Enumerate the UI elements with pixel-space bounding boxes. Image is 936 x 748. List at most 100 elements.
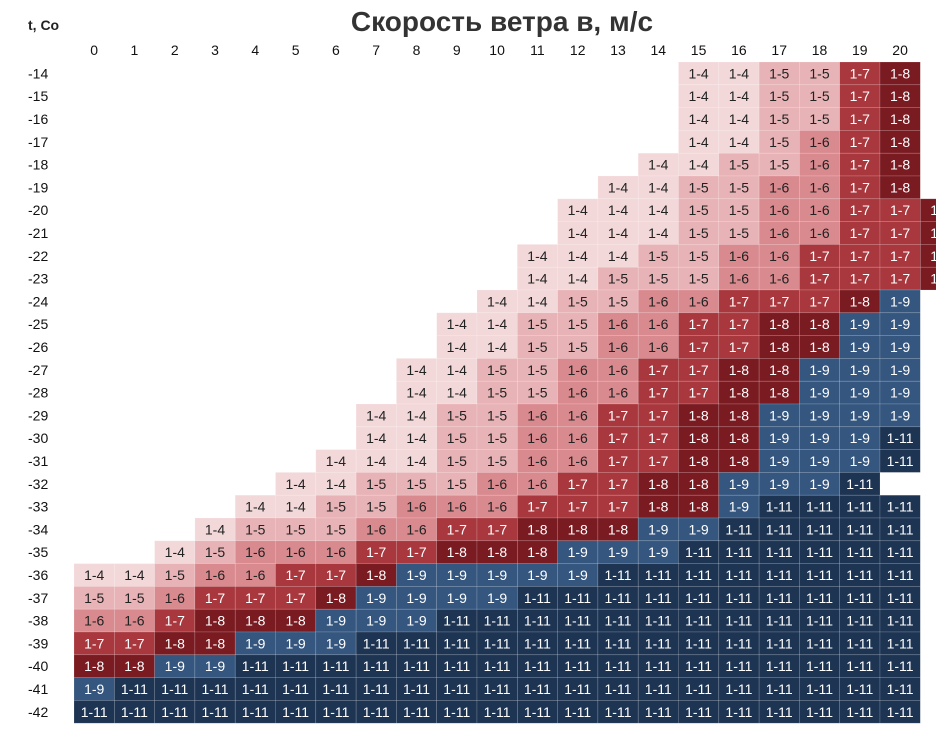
cell-label: 1-8 (205, 613, 225, 629)
cell-label: 1-8 (688, 453, 708, 469)
cell-label: 1-9 (406, 567, 426, 583)
cell-label: 1-5 (809, 111, 829, 127)
cell-label: 1-5 (769, 134, 789, 150)
cell-label: 1-11 (282, 658, 309, 674)
cell-label: 1-11 (605, 613, 632, 629)
cell-label: 1-9 (890, 362, 910, 378)
cell-label: 1-6 (406, 499, 426, 515)
cell-label: 1-8 (890, 157, 910, 173)
cell-label: 1-9 (850, 339, 870, 355)
y-tick-label: -30 (28, 430, 48, 446)
cell-label: 1-9 (769, 476, 789, 492)
cell-label: 1-11 (725, 704, 752, 720)
y-tick-label: -19 (28, 179, 48, 195)
cell-label: 1-11 (846, 658, 873, 674)
cell-label: 1-7 (890, 225, 910, 241)
cell-label: 1-5 (487, 453, 507, 469)
cell-label: 1-5 (568, 293, 588, 309)
cell-label: 1-5 (729, 225, 749, 241)
x-tick-label: 6 (332, 42, 340, 58)
cell-label: 1-5 (326, 521, 346, 537)
y-tick-label: -22 (28, 248, 48, 264)
cell-label: 1-11 (806, 704, 833, 720)
cell-label: 1-11 (524, 681, 551, 697)
cell-label: 1-4 (688, 157, 708, 173)
y-tick-label: -27 (28, 362, 48, 378)
cell-label: 1-5 (527, 339, 547, 355)
cell-label: 1-11 (524, 613, 551, 629)
cell-label: 1-8 (245, 613, 265, 629)
cell-label: 1-8 (769, 339, 789, 355)
cell-label: 1-8 (688, 407, 708, 423)
cell-label: 1-11 (202, 681, 229, 697)
cell-label: 1-5 (487, 362, 507, 378)
y-axis-tick-labels: -14 -15 -16 -17 -18 -19 -20 -21 -22 -23 -24 -25 -26 -… (28, 65, 48, 719)
cell-label: 1-8 (688, 476, 708, 492)
cell-label: 1-7 (688, 339, 708, 355)
cell-label: 1-5 (447, 430, 467, 446)
cell-label: 1-7 (850, 271, 870, 287)
cell-label: 1-5 (568, 316, 588, 332)
cell-label: 1-8 (769, 362, 789, 378)
cell-label: 1-4 (447, 339, 467, 355)
cell-label: 1-6 (487, 476, 507, 492)
corner-label: t, Co (28, 17, 59, 33)
cell-label: 1-7 (850, 202, 870, 218)
cell-label: 1-6 (608, 362, 628, 378)
cell-label: 1-11 (887, 635, 914, 651)
cell-label: 1-7 (890, 248, 910, 264)
cell-label: 1-9 (769, 407, 789, 423)
heatmap-cell (919, 266, 936, 291)
cell-label: 1-7 (850, 157, 870, 173)
y-tick-label: -17 (28, 134, 48, 150)
heatmap-cell (396, 472, 437, 496)
cell-label: 1-5 (648, 271, 668, 287)
cell-label: 1-7 (245, 590, 265, 606)
cell-label: 1-8 (729, 430, 749, 446)
heatmap-cell (557, 426, 599, 450)
cell-label: 1-7 (648, 430, 668, 446)
cell-label: 1-11 (605, 681, 632, 697)
cell-label: 1-5 (366, 476, 386, 492)
x-axis-tick-labels: 0 1 2 3 4 5 6 7 8 9 10 11 12 13 14 15 16 17 18 19 20 (90, 42, 908, 58)
cell-label: 1-8 (729, 362, 749, 378)
cell-label: 1-11 (121, 704, 148, 720)
heatmap-cell (758, 358, 800, 382)
cell-label: 1-8 (930, 202, 936, 218)
cell-label: 1-11 (806, 567, 833, 583)
heatmap-cell (758, 244, 800, 268)
heatmap-cell (919, 244, 936, 268)
cell-label: 1-4 (527, 271, 547, 287)
cell-label: 1-11 (645, 658, 672, 674)
y-tick-label: -41 (28, 681, 48, 697)
cell-label: 1-4 (568, 271, 588, 287)
heatmap-cell (557, 244, 599, 268)
cell-label: 1-4 (205, 521, 225, 537)
cell-label: 1-9 (850, 316, 870, 332)
y-tick-label: -23 (28, 271, 48, 287)
cell-label: 1-11 (363, 635, 390, 651)
heatmap-cell (879, 700, 921, 724)
cell-label: 1-6 (648, 339, 668, 355)
cell-label: 1-7 (165, 613, 185, 629)
cell-label: 1-11 (242, 681, 269, 697)
cell-label: 1-11 (846, 521, 873, 537)
cell-label: 1-11 (403, 704, 430, 720)
y-tick-label: -20 (28, 202, 48, 218)
cell-label: 1-11 (322, 658, 349, 674)
cell-label: 1-8 (688, 499, 708, 515)
cell-label: 1-5 (769, 88, 789, 104)
cell-label: 1-8 (769, 385, 789, 401)
cell-label: 1-7 (366, 544, 386, 560)
y-tick-label: -21 (28, 225, 48, 241)
cell-label: 1-11 (766, 544, 793, 560)
cell-label: 1-5 (205, 544, 225, 560)
cell-label: 1-4 (608, 202, 628, 218)
heatmap-cell (557, 472, 599, 496)
cell-label: 1-9 (205, 658, 225, 674)
cell-label: 1-4 (406, 430, 426, 446)
cell-label: 1-8 (769, 316, 789, 332)
cell-label: 1-7 (850, 111, 870, 127)
heatmap-cell (758, 677, 800, 701)
cell-label: 1-5 (688, 225, 708, 241)
